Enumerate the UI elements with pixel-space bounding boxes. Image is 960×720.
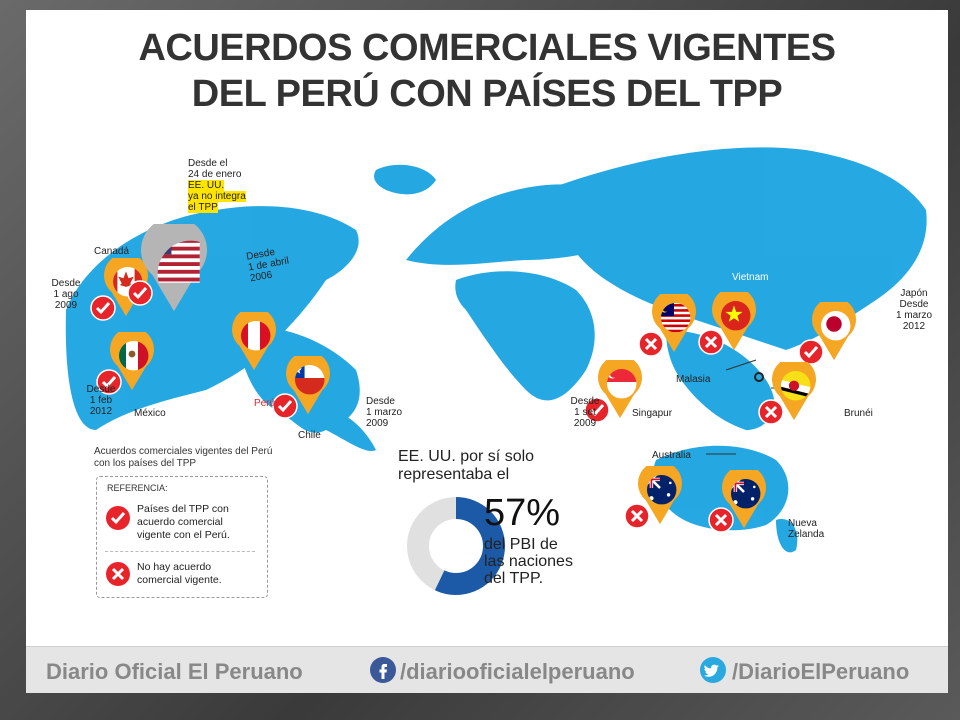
asia-shape: [546, 147, 927, 350]
check-badge-icon: [798, 339, 824, 366]
title-line-2: DEL PERÚ CON PAÍSES DEL TPP: [191, 73, 783, 115]
singapur-since: Desde 1 set 2009: [570, 396, 600, 429]
check-badge-icon: [106, 506, 130, 530]
usa-since: Desde 1 de abril 2006: [245, 246, 290, 285]
malasia-marker: [754, 372, 764, 382]
mexico-name: México: [134, 408, 166, 419]
singapur-name: Singapur: [632, 408, 673, 419]
legend-box: REFERENCIA: Países del TPP con acuerdo co…: [96, 476, 268, 598]
brunei-name: Brunéi: [844, 408, 873, 419]
cross-badge-icon: [698, 329, 724, 356]
footer-brand: Diario Oficial El Peruano: [46, 659, 303, 684]
stat-value: 57%: [484, 492, 561, 534]
pin-brunei: [772, 357, 816, 421]
infographic: ACUERDOS COMERCIALES VIGENTES DEL PERÚ C…: [26, 10, 948, 693]
legend-check-text: Países del TPP con acuerdo comercial vigen…: [137, 503, 230, 541]
chile-name: Chile: [298, 430, 321, 441]
pin-singapur: [598, 355, 642, 419]
pin-japon: [812, 297, 856, 361]
peru-name: Perú: [254, 398, 276, 409]
australia-name: Australia: [652, 450, 691, 461]
footer: Diario Oficial El Peruano /diariooficial…: [26, 646, 948, 693]
africa-shape: [455, 271, 595, 401]
pin-nueva-zelanda: [722, 465, 766, 529]
donut-chart: [407, 497, 505, 595]
footer-twitter[interactable]: /DiarioElPeruano: [732, 659, 910, 684]
south-america-tail: [326, 410, 376, 451]
check-badge-icon: [584, 397, 610, 424]
cross-badge-icon: [638, 331, 664, 358]
twitter-icon[interactable]: [700, 657, 726, 683]
mexico-since: Desde 1 feb 2012: [86, 384, 116, 417]
legend-cross-text: No hay acuerdo comercial vigente.: [137, 561, 222, 586]
pin-vietnam: [712, 287, 756, 351]
facebook-icon[interactable]: [370, 657, 396, 683]
check-badge-icon: [96, 369, 122, 396]
southeast-asia-shape: [666, 330, 775, 430]
canada-name: Canadá: [94, 246, 130, 257]
malasia-name: Malasia: [676, 374, 711, 385]
pin-peru: [232, 307, 276, 371]
pin-mexico: [110, 327, 154, 391]
check-badge-icon: [127, 280, 153, 306]
check-badge-icon: [272, 393, 298, 420]
canada-since: Desde 1 ago 2009: [51, 278, 81, 311]
route-malasia: [725, 359, 757, 371]
footer-facebook[interactable]: /diariooficialelperuano: [400, 659, 635, 684]
legend-title: Acuerdos comerciales vigentes del Perú c…: [94, 446, 273, 469]
chile-since: Desde 1 marzo 2009: [366, 396, 403, 429]
cross-badge-icon: [758, 399, 784, 426]
cross-badge-icon: [624, 503, 650, 530]
pin-chile: [286, 351, 330, 415]
title-line-1: ACUERDOS COMERCIALES VIGENTES: [138, 27, 836, 69]
check-badge-icon: [90, 295, 116, 322]
stat-text: del PBI de las naciones del TPP.: [484, 536, 573, 587]
legend-ref: REFERENCIA:: [107, 483, 168, 493]
cross-badge-icon: [708, 507, 734, 534]
greenland-shape: [374, 164, 436, 195]
pin-malasia: [652, 289, 696, 353]
cross-badge-icon: [106, 562, 130, 586]
vietnam-name: Vietnam: [732, 272, 769, 283]
nueva-zelanda-name: Nueva Zelanda: [788, 518, 825, 540]
pin-usa: [141, 217, 207, 313]
usa-note: Desde el 24 de enero EE. UU. ya no integ…: [188, 158, 246, 213]
japon-info: Japón Desde 1 marzo 2012: [895, 288, 933, 332]
stat-heading: EE. UU. por sí solo representaba el: [398, 448, 535, 483]
pin-australia: [638, 461, 682, 525]
new-zealand-shape: [776, 519, 798, 553]
